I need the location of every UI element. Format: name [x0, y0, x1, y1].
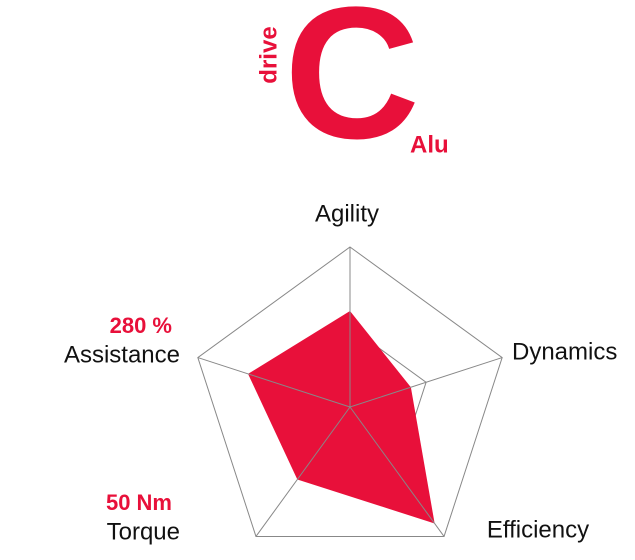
axis-label: Dynamics — [512, 338, 617, 365]
axis-label: Agility — [315, 200, 379, 227]
axis-label: Assistance — [64, 341, 180, 368]
axis-spoke — [255, 406, 351, 537]
radar-area — [248, 311, 435, 524]
logo-prefix: drive — [255, 26, 282, 83]
axis-spoke — [197, 357, 351, 408]
axis-note: 50 Nm — [106, 490, 172, 515]
logo-letter: C — [284, 0, 420, 178]
axis-spoke — [349, 357, 503, 408]
axis-label: Torque — [107, 518, 180, 545]
logo: drive C Alu — [255, 0, 448, 178]
axis-label: Efficiency — [487, 516, 589, 543]
grid-ring — [197, 246, 503, 537]
logo-suffix: Alu — [410, 131, 449, 158]
axis-spoke — [349, 406, 445, 537]
axis-note: 280 % — [110, 313, 172, 338]
